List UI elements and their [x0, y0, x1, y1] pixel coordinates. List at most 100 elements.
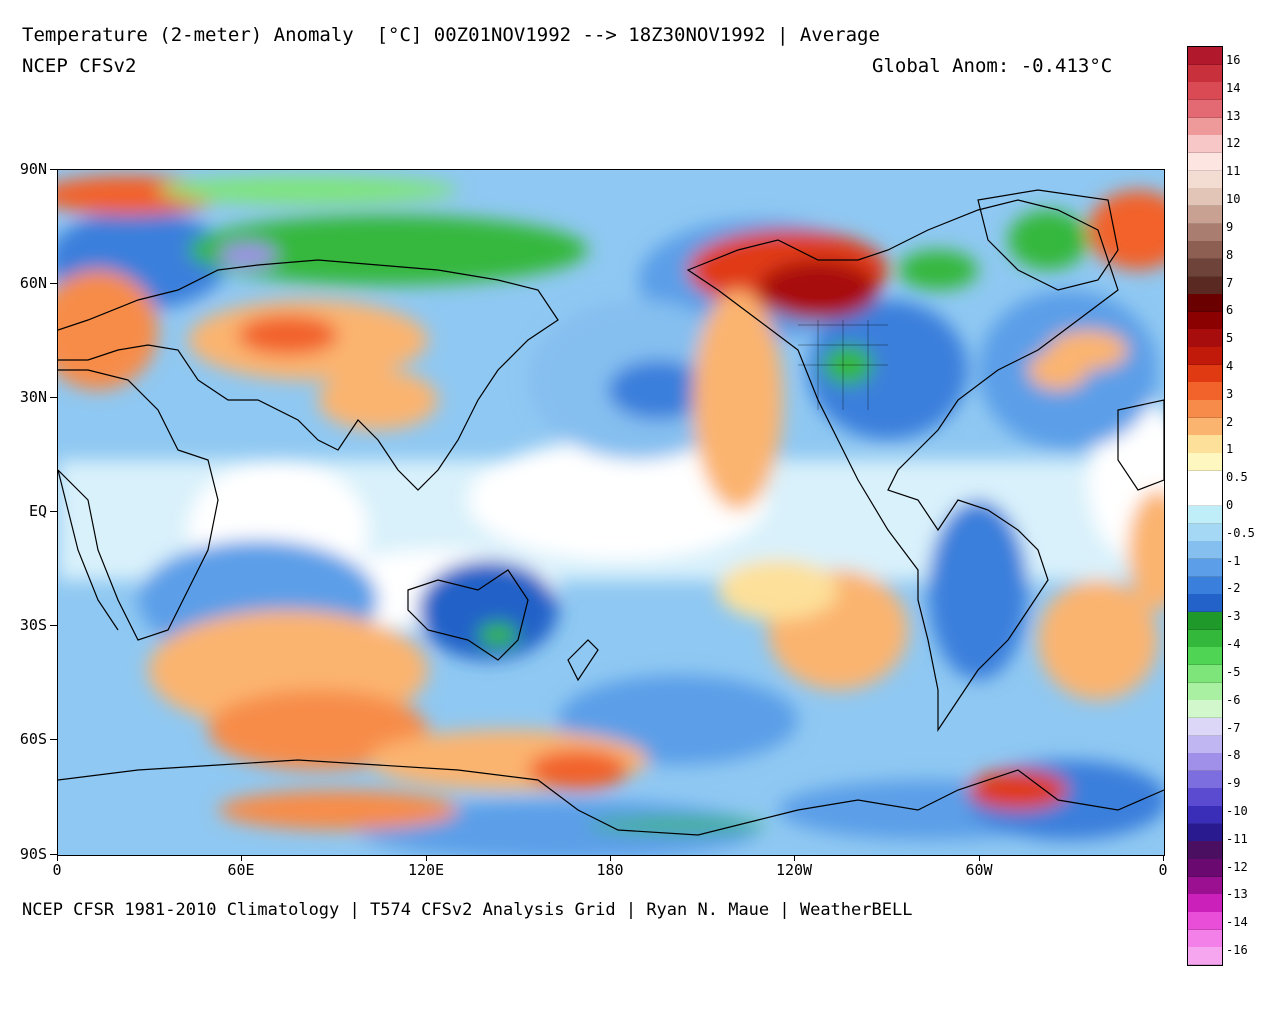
- colorbar-swatch: [1188, 629, 1222, 648]
- colorbar-label: -10: [1226, 803, 1248, 818]
- colorbar-swatch: [1188, 558, 1222, 578]
- colorbar-swatch: [1188, 753, 1222, 772]
- colorbar-swatch: [1188, 788, 1222, 807]
- coastlines: [58, 189, 1164, 836]
- colorbar-swatch: [1188, 894, 1222, 913]
- colorbar-swatch: [1188, 82, 1222, 101]
- colorbar-swatch: [1188, 347, 1222, 366]
- colorbar-label: 7: [1226, 275, 1234, 290]
- colorbar-swatch: [1188, 170, 1222, 189]
- us-state-lines: [798, 320, 888, 410]
- colorbar-swatch: [1188, 682, 1222, 701]
- map-canvas: [58, 170, 1164, 855]
- colorbar-swatch: [1188, 117, 1222, 136]
- colorbar-label: 12: [1226, 136, 1241, 151]
- colorbar-label: 14: [1226, 80, 1241, 95]
- colorbar-label: -12: [1226, 859, 1248, 874]
- lat-label: 90S: [19, 845, 47, 863]
- anomaly-map: [57, 169, 1165, 856]
- lat-label: 30N: [19, 388, 47, 406]
- lat-label: 30S: [19, 616, 47, 634]
- colorbar-swatch: [1188, 329, 1222, 348]
- colorbar-label: -2: [1226, 581, 1241, 596]
- lon-label: 180: [596, 861, 624, 879]
- colorbar-label: -4: [1226, 637, 1241, 652]
- colorbar-swatch: [1188, 876, 1222, 895]
- colorbar-label: 16: [1226, 53, 1241, 67]
- colorbar-swatch: [1188, 770, 1222, 789]
- colorbar-label: 0: [1226, 498, 1234, 512]
- colorbar-swatch: [1188, 47, 1222, 66]
- colorbar-label: 1: [1226, 442, 1234, 457]
- colorbar-label: -8: [1226, 748, 1241, 763]
- colorbar-label: -6: [1226, 692, 1241, 707]
- lat-label: 90N: [19, 160, 47, 178]
- colorbar-swatch: [1188, 859, 1222, 878]
- colorbar: [1187, 46, 1223, 966]
- colorbar-swatch: [1188, 382, 1222, 401]
- colorbar-label: 6: [1226, 303, 1234, 318]
- colorbar-swatch: [1188, 241, 1222, 260]
- colorbar-swatch: [1188, 205, 1222, 225]
- colorbar-swatch: [1188, 488, 1222, 507]
- colorbar-swatch: [1188, 294, 1222, 313]
- colorbar-label: -13: [1226, 887, 1248, 902]
- colorbar-label: -16: [1226, 943, 1248, 957]
- colorbar-swatch: [1188, 647, 1222, 666]
- lon-label: 0: [52, 861, 62, 879]
- colorbar-label: -1: [1226, 553, 1241, 568]
- colorbar-swatch: [1188, 64, 1222, 83]
- colorbar-swatch: [1188, 506, 1222, 525]
- lat-label: 60N: [19, 274, 47, 292]
- colorbar-label: -14: [1226, 915, 1248, 930]
- colorbar-swatch: [1188, 611, 1222, 631]
- colorbar-label: 13: [1226, 108, 1241, 123]
- colorbar-swatch: [1188, 276, 1222, 295]
- colorbar-swatch: [1188, 188, 1222, 207]
- lon-label: 60E: [227, 861, 255, 879]
- colorbar-label: 5: [1226, 331, 1234, 346]
- colorbar-label: -7: [1226, 720, 1241, 735]
- colorbar-swatch: [1188, 417, 1222, 436]
- colorbar-swatch: [1188, 311, 1222, 330]
- global-anomaly: Global Anom: -0.413°C: [872, 55, 1113, 77]
- colorbar-label: 9: [1226, 219, 1234, 234]
- colorbar-swatch: [1188, 717, 1222, 736]
- colorbar-label: 11: [1226, 164, 1241, 179]
- lon-label: 60W: [965, 861, 993, 879]
- lat-label: EQ: [28, 502, 47, 520]
- colorbar-swatch: [1188, 364, 1222, 383]
- colorbar-swatch: [1188, 929, 1222, 948]
- colorbar-label: -9: [1226, 776, 1241, 791]
- colorbar-label: 2: [1226, 414, 1234, 429]
- colorbar-swatch: [1188, 841, 1222, 860]
- colorbar-swatch: [1188, 912, 1222, 931]
- colorbar-swatch: [1188, 541, 1222, 560]
- colorbar-swatch: [1188, 947, 1222, 966]
- colorbar-swatch: [1188, 258, 1222, 277]
- colorbar-label: 4: [1226, 358, 1234, 373]
- colorbar-label: -11: [1226, 831, 1248, 846]
- colorbar-label: -3: [1226, 609, 1241, 624]
- model-name: NCEP CFSv2: [22, 55, 137, 77]
- lon-label: 0: [1158, 861, 1168, 879]
- colorbar-swatch: [1188, 664, 1222, 684]
- colorbar-swatch: [1188, 400, 1222, 419]
- colorbar-label: 10: [1226, 192, 1241, 207]
- colorbar-swatch: [1188, 594, 1222, 613]
- colorbar-swatch: [1188, 823, 1222, 842]
- colorbar-swatch: [1188, 806, 1222, 825]
- lat-label: 60S: [19, 730, 47, 748]
- footer-credit: NCEP CFSR 1981-2010 Climatology | T574 C…: [22, 900, 913, 920]
- colorbar-label: -5: [1226, 664, 1241, 679]
- colorbar-swatch: [1188, 223, 1222, 242]
- colorbar-swatch: [1188, 735, 1222, 754]
- chart-title: Temperature (2-meter) Anomaly [°C] 00Z01…: [22, 24, 880, 46]
- colorbar-swatch: [1188, 470, 1222, 489]
- colorbar-swatch: [1188, 523, 1222, 542]
- colorbar-label: 0.5: [1226, 470, 1248, 485]
- lon-label: 120E: [407, 861, 445, 879]
- lon-label: 120W: [775, 861, 813, 879]
- colorbar-swatch: [1188, 152, 1222, 172]
- colorbar-label: 8: [1226, 247, 1234, 262]
